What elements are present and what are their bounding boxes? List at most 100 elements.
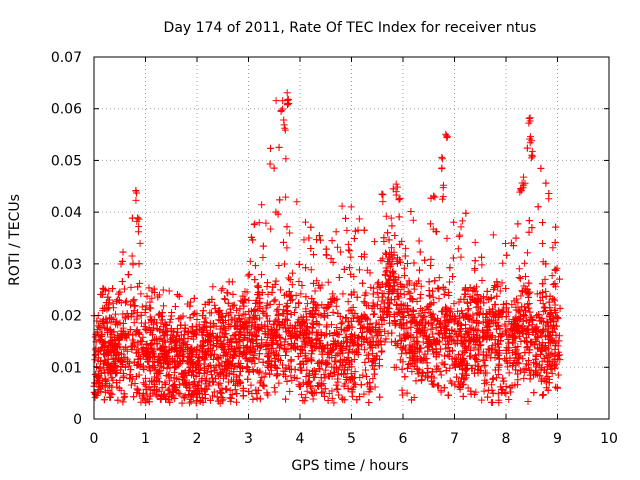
data-point xyxy=(282,155,290,163)
data-point xyxy=(451,354,459,362)
data-point xyxy=(250,354,258,362)
data-point xyxy=(395,294,403,302)
data-point xyxy=(284,307,292,315)
data-point xyxy=(316,339,324,347)
data-point xyxy=(545,312,553,320)
data-point xyxy=(253,336,261,344)
data-point xyxy=(123,347,131,355)
chart-title: Day 174 of 2011, Rate Of TEC Index for r… xyxy=(164,20,537,36)
data-point xyxy=(212,375,220,383)
data-point xyxy=(204,362,212,370)
data-point xyxy=(539,300,547,308)
data-point xyxy=(236,379,244,387)
data-point xyxy=(186,298,194,306)
data-point xyxy=(250,221,258,229)
data-point xyxy=(253,291,261,299)
data-point xyxy=(523,144,531,152)
data-point xyxy=(253,394,261,402)
data-point xyxy=(165,385,173,393)
data-point xyxy=(184,334,192,342)
data-point xyxy=(353,293,361,301)
data-point xyxy=(105,296,113,304)
data-point xyxy=(157,362,165,370)
data-point xyxy=(266,301,274,309)
data-point xyxy=(543,318,551,326)
data-point xyxy=(339,395,347,403)
data-point xyxy=(496,325,504,333)
data-point xyxy=(375,362,383,370)
data-point xyxy=(327,321,335,329)
data-point xyxy=(239,298,247,306)
data-point xyxy=(283,377,291,385)
data-point xyxy=(189,360,197,368)
data-point xyxy=(530,359,538,367)
data-point xyxy=(526,375,534,383)
data-point xyxy=(443,325,451,333)
data-point xyxy=(429,225,437,233)
data-point xyxy=(186,314,194,322)
data-point xyxy=(303,323,311,331)
data-point xyxy=(288,281,296,289)
data-point xyxy=(245,296,253,304)
data-point xyxy=(298,391,306,399)
data-point xyxy=(321,385,329,393)
data-point xyxy=(368,333,376,341)
data-point xyxy=(540,308,548,316)
data-point xyxy=(162,380,170,388)
data-point xyxy=(445,292,453,300)
data-point xyxy=(465,330,473,338)
data-point xyxy=(538,239,546,247)
data-point xyxy=(442,340,450,348)
data-point xyxy=(287,357,295,365)
data-point xyxy=(444,391,452,399)
data-point xyxy=(148,326,156,334)
data-point xyxy=(494,283,502,291)
data-point xyxy=(493,278,501,286)
data-point xyxy=(200,354,208,362)
data-point xyxy=(470,336,478,344)
data-point xyxy=(251,347,259,355)
data-point xyxy=(251,220,259,228)
data-point xyxy=(345,323,353,331)
data-point xyxy=(520,303,528,311)
data-point xyxy=(539,391,547,399)
data-point xyxy=(275,262,283,270)
data-point xyxy=(455,298,463,306)
data-point xyxy=(385,260,393,268)
data-point xyxy=(220,366,228,374)
data-point xyxy=(365,399,373,407)
data-point xyxy=(412,352,420,360)
data-point xyxy=(283,316,291,324)
data-point xyxy=(120,390,128,398)
data-point xyxy=(540,327,548,335)
data-point xyxy=(248,332,256,340)
data-point xyxy=(440,360,448,368)
data-point xyxy=(369,299,377,307)
data-point xyxy=(189,380,197,388)
data-point xyxy=(196,397,204,405)
data-point xyxy=(461,343,469,351)
data-point xyxy=(214,381,222,389)
data-point xyxy=(395,213,403,221)
data-point xyxy=(203,385,211,393)
data-point xyxy=(462,209,470,217)
data-point xyxy=(474,303,482,311)
data-point xyxy=(370,365,378,373)
grid-lines xyxy=(94,57,609,419)
data-point xyxy=(217,286,225,294)
data-point xyxy=(374,301,382,309)
data-point xyxy=(121,363,129,371)
data-point xyxy=(96,346,104,354)
data-point xyxy=(551,306,559,314)
data-point xyxy=(267,329,275,337)
data-point xyxy=(186,399,194,407)
data-point xyxy=(240,348,248,356)
data-point xyxy=(109,285,117,293)
data-point xyxy=(456,362,464,370)
data-point xyxy=(198,342,206,350)
data-point xyxy=(293,198,301,206)
data-point xyxy=(94,386,102,394)
data-point xyxy=(297,321,305,329)
data-point xyxy=(416,294,424,302)
data-point xyxy=(193,315,201,323)
